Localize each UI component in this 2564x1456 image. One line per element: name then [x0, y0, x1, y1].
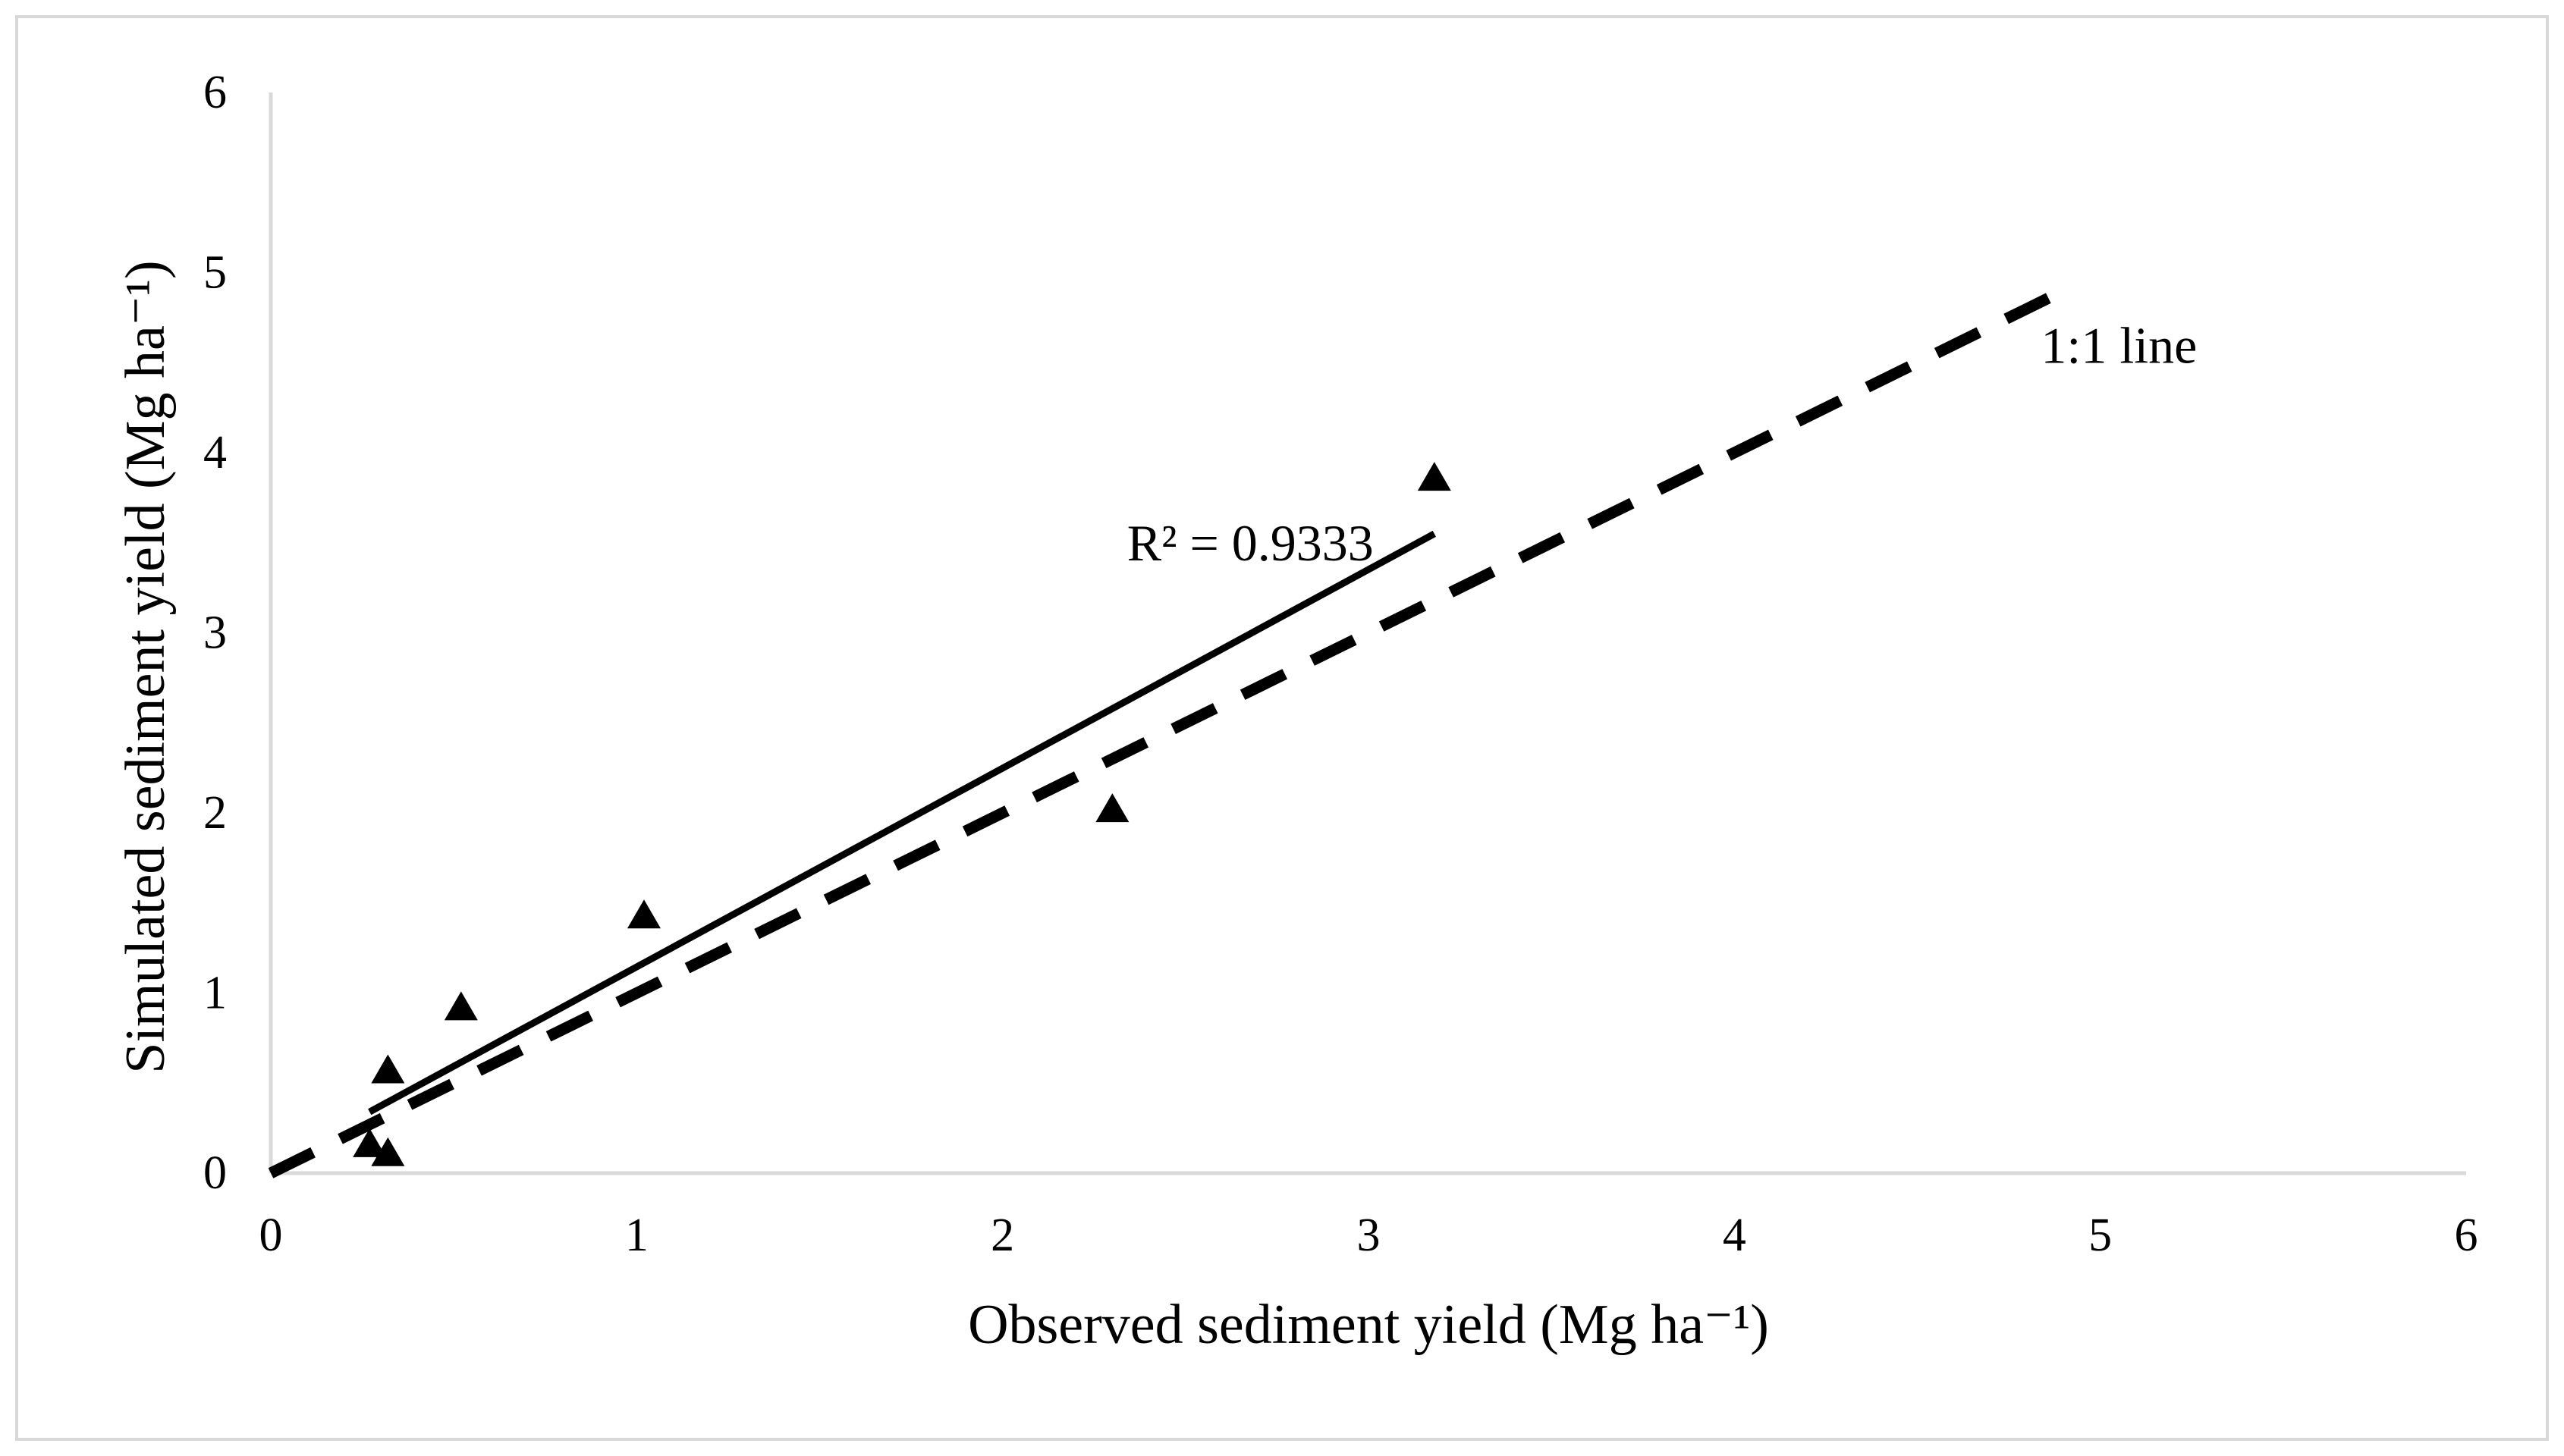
data-point-triangle: [353, 1128, 387, 1157]
one-to-one-line: [268, 285, 2066, 1178]
x-tick-labels: 0 1 2 3 4 5 6: [259, 1210, 2478, 1261]
x-tick-label: 4: [1723, 1210, 1746, 1261]
y-tick-label: 0: [203, 1147, 227, 1199]
x-tick-label: 1: [625, 1210, 649, 1261]
y-tick-label: 4: [203, 427, 227, 479]
y-axis-title: Simulated sediment yield (Mg ha⁻¹): [115, 260, 177, 1073]
y-tick-label: 2: [203, 787, 227, 839]
data-point-triangle: [1095, 793, 1130, 823]
y-tick-label: 5: [203, 247, 227, 299]
data-point-triangle: [444, 991, 478, 1021]
axes: [269, 93, 2466, 1175]
x-tick-label: 6: [2455, 1210, 2478, 1261]
x-tick-label: 5: [2088, 1210, 2112, 1261]
r-squared-label: R² = 0.9333: [1127, 514, 1374, 572]
y-tick-label: 1: [203, 968, 227, 1019]
x-axis-title: Observed sediment yield (Mg ha⁻¹): [968, 1294, 1769, 1356]
annotations: R² = 0.9333 1:1 line: [1127, 316, 2198, 572]
one-to-one-label: 1:1 line: [2041, 316, 2197, 374]
x-tick-label: 0: [259, 1210, 283, 1261]
x-tick-label: 2: [991, 1210, 1014, 1261]
data-point-triangle: [371, 1054, 405, 1084]
y-tick-labels: 0 1 2 3 4 5 6: [203, 67, 227, 1199]
y-tick-label: 3: [203, 607, 227, 659]
data-point-triangle: [371, 1137, 405, 1166]
y-tick-label: 6: [203, 67, 227, 118]
data-points: [353, 462, 1451, 1166]
data-point-triangle: [1417, 462, 1451, 491]
scatter-chart: 0 1 2 3 4 5 6 0 1 2 3 4 5 6 R² = 0.9333 1:1 line Obse…: [115, 67, 2478, 1356]
chart-frame: 0 1 2 3 4 5 6 0 1 2 3 4 5 6 R² = 0.9333 1:1 line Obse…: [15, 15, 2549, 1441]
data-point-triangle: [627, 899, 661, 929]
x-tick-label: 3: [1357, 1210, 1381, 1261]
lines: [268, 285, 2066, 1178]
trendline: [368, 530, 1436, 1116]
